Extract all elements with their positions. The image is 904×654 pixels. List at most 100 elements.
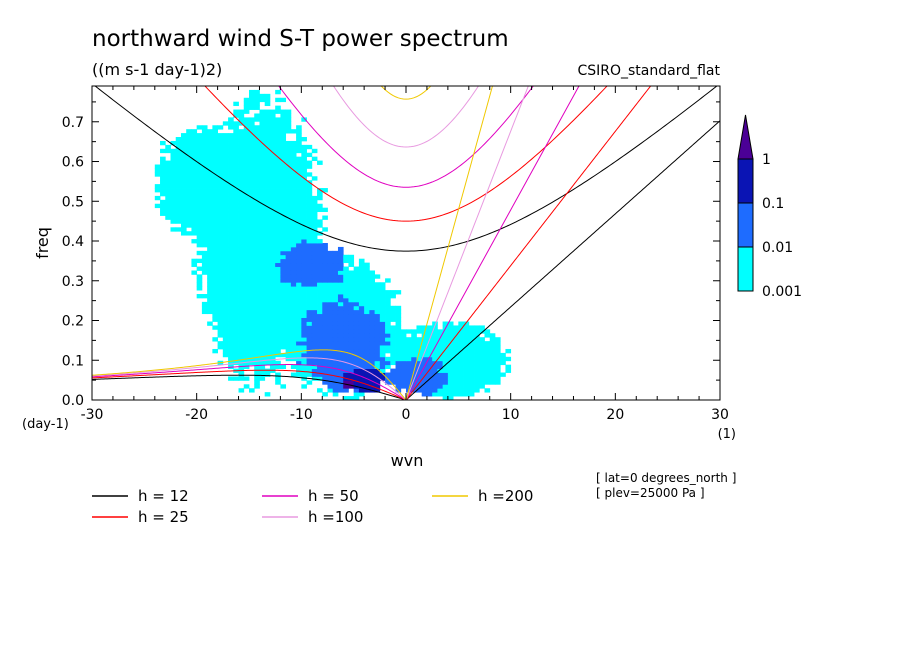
spectrum-cell: [233, 133, 239, 138]
spectrum-cell: [285, 313, 292, 318]
spectrum-cell: [275, 235, 281, 240]
spectrum-cell: [479, 345, 485, 350]
spectrum-cell: [201, 172, 208, 177]
spectrum-cell: [290, 297, 297, 303]
spectrum-cell: [180, 137, 187, 142]
spectrum-cell: [170, 211, 177, 216]
spectrum-cell: [369, 380, 375, 385]
spectrum-cell: [212, 274, 218, 279]
spectrum-cell: [379, 321, 386, 326]
spectrum-cell: [364, 266, 370, 271]
spectrum-cell: [453, 356, 459, 362]
spectrum-cell: [421, 345, 428, 350]
spectrum-cell: [238, 278, 245, 283]
spectrum-cell: [285, 297, 292, 303]
spectrum-cell: [269, 270, 276, 275]
spectrum-cell: [322, 333, 328, 338]
spectrum-cell: [343, 313, 349, 318]
spectrum-cell: [290, 176, 297, 181]
spectrum-cell: [264, 325, 271, 330]
spectrum-cell: [332, 254, 339, 260]
spectrum-cell: [264, 215, 271, 220]
spectrum-cell: [254, 203, 260, 209]
spectrum-cell: [468, 368, 475, 373]
spectrum-cell: [296, 313, 302, 318]
spectrum-cell: [296, 317, 302, 322]
spectrum-cell: [196, 239, 203, 244]
spectrum-cell: [222, 329, 229, 334]
spectrum-cell: [395, 325, 402, 330]
spectrum-cell: [494, 376, 501, 381]
spectrum-cell: [243, 321, 250, 326]
spectrum-cell: [243, 109, 250, 114]
spectrum-cell: [453, 372, 459, 377]
spectrum-cell: [233, 239, 239, 244]
x-tick-label: 0: [402, 407, 411, 423]
spectrum-cell: [243, 294, 250, 299]
spectrum-cell: [207, 223, 213, 228]
spectrum-cell: [406, 364, 412, 370]
spectrum-cell: [442, 388, 449, 393]
spectrum-cell: [311, 246, 318, 252]
spectrum-cell: [317, 250, 323, 256]
spectrum-cell: [406, 341, 412, 346]
spectrum-cell: [228, 160, 234, 165]
spectrum-cell: [238, 203, 245, 209]
spectrum-cell: [442, 341, 449, 346]
spectrum-cell: [337, 286, 344, 291]
spectrum-cell: [201, 239, 208, 244]
spectrum-cell: [249, 282, 255, 287]
spectrum-cell: [217, 231, 224, 236]
spectrum-cell: [254, 168, 260, 173]
spectrum-cell: [243, 195, 250, 201]
y-tick-label: 0.1: [62, 353, 84, 369]
spectrum-cell: [447, 380, 454, 385]
spectrum-cell: [437, 341, 444, 346]
spectrum-cell: [494, 364, 501, 370]
spectrum-cell: [269, 313, 276, 318]
spectrum-cell: [207, 266, 213, 271]
spectrum-cell: [275, 313, 281, 318]
spectrum-cell: [285, 325, 292, 330]
spectrum-cell: [249, 172, 255, 177]
spectrum-cell: [228, 286, 234, 291]
spectrum-cell: [280, 297, 287, 303]
spectrum-cell: [296, 144, 302, 150]
spectrum-cell: [275, 321, 281, 326]
spectrum-cell: [217, 290, 224, 295]
spectrum-cell: [280, 168, 287, 173]
spectrum-cell: [264, 345, 271, 350]
spectrum-cell: [238, 195, 245, 201]
spectrum-cell: [217, 215, 224, 220]
spectrum-cell: [243, 305, 250, 311]
spectrum-cell: [264, 290, 271, 295]
spectrum-cell: [301, 270, 307, 275]
y-tick-label: 0.7: [62, 115, 84, 131]
spectrum-cell: [437, 360, 444, 366]
spectrum-cell: [306, 301, 313, 307]
spectrum-cell: [217, 313, 224, 318]
spectrum-cell: [505, 368, 512, 373]
spectrum-cell: [296, 341, 302, 346]
spectrum-cell: [212, 164, 218, 169]
spectrum-cell: [186, 219, 192, 224]
spectrum-cell: [337, 329, 344, 334]
spectrum-cell: [447, 333, 454, 338]
spectrum-cell: [201, 254, 208, 260]
spectrum-cell: [447, 372, 454, 377]
spectrum-cell: [191, 207, 198, 213]
spectrum-cell: [212, 243, 218, 248]
spectrum-cell: [290, 329, 297, 334]
spectrum-cell: [201, 243, 208, 248]
spectrum-cell: [358, 297, 365, 303]
spectrum-cell: [280, 341, 287, 346]
spectrum-cell: [421, 325, 428, 330]
spectrum-cell: [238, 388, 245, 393]
spectrum-cell: [228, 301, 234, 307]
spectrum-cell: [254, 384, 260, 389]
spectrum-cell: [243, 188, 250, 193]
spectrum-cell: [400, 337, 407, 342]
spectrum-cell: [332, 392, 339, 397]
spectrum-cell: [207, 278, 213, 283]
